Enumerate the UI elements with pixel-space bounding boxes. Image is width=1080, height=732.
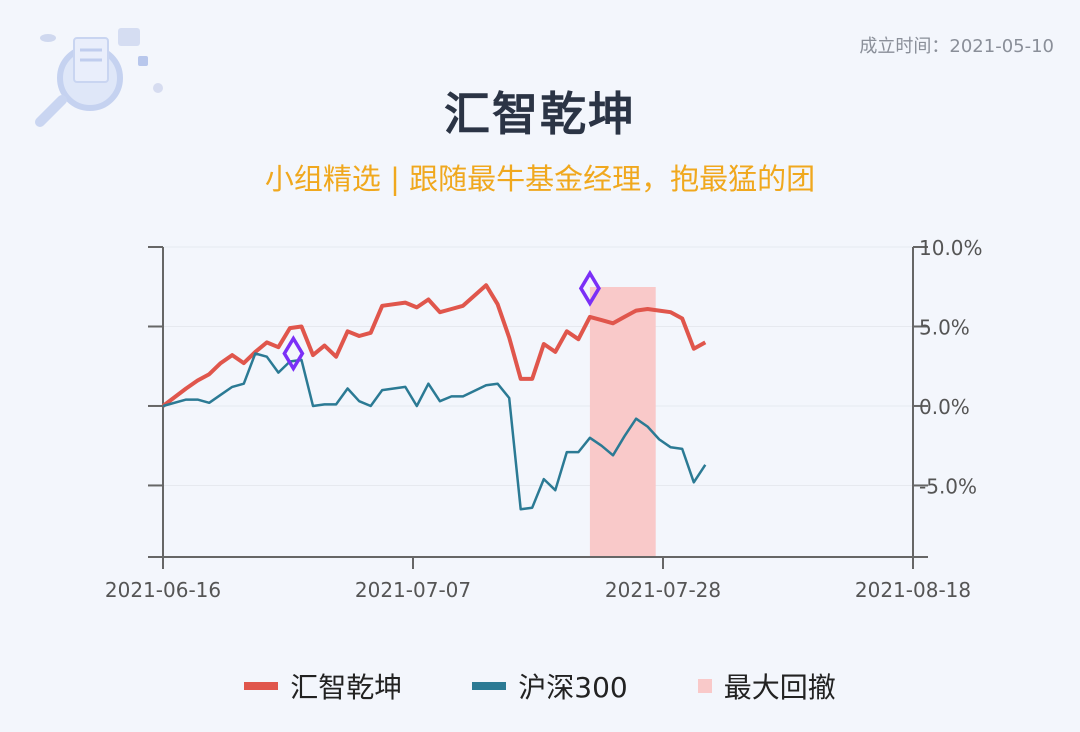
x-tick-label-1: 2021-07-07	[355, 578, 471, 602]
y-tick-label-2: 0.0%	[919, 395, 970, 419]
drawdown-band	[589, 287, 656, 557]
legend-label-drawdown: 最大回撤	[723, 671, 836, 704]
y-tick-label-1: 5.0%	[919, 315, 970, 339]
legend-swatch-drawdown	[697, 679, 712, 693]
legend-item-index: 沪深300	[472, 666, 628, 706]
x-tick-label-3: 2021-08-18	[855, 578, 971, 602]
legend-item-fund: 汇智乾坤	[244, 666, 402, 706]
peak-marker-1	[578, 269, 601, 307]
x-tick-label-2: 2021-07-28	[605, 578, 721, 602]
legend-label-fund: 汇智乾坤	[290, 671, 403, 704]
series-line-0	[161, 283, 707, 408]
legend-label-index: 沪深300	[518, 671, 628, 704]
page-title: 汇智乾坤	[444, 87, 636, 141]
y-tick-label-0: 10.0%	[919, 236, 983, 260]
legend-item-drawdown: 最大回撤	[697, 666, 836, 706]
page-subtitle: 小组精选 | 跟随最牛基金经理，抱最猛的团	[264, 162, 816, 196]
legend-swatch-fund	[244, 682, 279, 690]
chart-legend: 汇智乾坤 沪深300 最大回撤	[0, 666, 1080, 706]
performance-chart: 10.0% 5.0% 0.0% -5.0% 2021-06-16 2021-07-07 20…	[105, 236, 983, 602]
x-tick-label-0: 2021-06-16	[105, 578, 221, 602]
peak-marker-0	[282, 335, 305, 372]
established-date: 成立时间：2021-05-10	[859, 36, 1054, 57]
legend-swatch-index	[472, 682, 507, 690]
magnifier-illustration-icon	[35, 28, 163, 127]
y-tick-label-3: -5.0%	[919, 474, 977, 498]
series-line-1	[162, 352, 707, 511]
